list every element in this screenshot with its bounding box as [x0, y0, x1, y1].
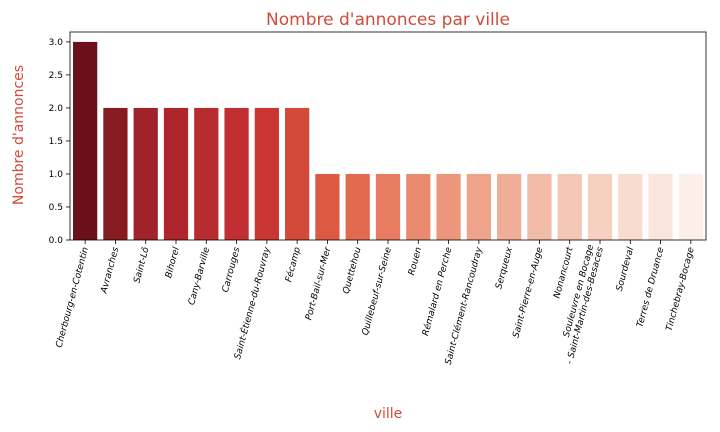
x-tick-label: Nonancourt	[552, 246, 575, 300]
x-tick-label: Avranches	[99, 246, 121, 296]
x-tick-label: Saint-Pierre-en-Auge	[511, 246, 545, 339]
y-tick-label: 1.5	[49, 137, 63, 147]
bar	[466, 173, 491, 240]
x-tick-label: Saint-Lô	[131, 245, 151, 284]
bar	[527, 173, 552, 240]
x-tick-label: Rouen	[407, 246, 424, 277]
bar	[73, 41, 98, 241]
y-tick-label: 2.5	[49, 71, 63, 81]
bar	[103, 107, 128, 240]
bar	[436, 173, 461, 240]
bar	[254, 107, 279, 240]
bar	[557, 173, 582, 240]
x-tick-label: Cherbourg-en-Cotentin	[55, 246, 92, 349]
bar	[648, 173, 673, 240]
y-tick-label: 0.0	[49, 236, 64, 246]
x-tick-label: Fécamp	[283, 246, 303, 284]
x-tick-label: Quettehou	[342, 246, 364, 295]
x-tick-label: Port-Bail-sur-Mer	[304, 245, 333, 321]
x-axis: Cherbourg-en-Cotentin Avranches Saint-Lô Bi…	[55, 240, 697, 366]
bar	[224, 107, 249, 240]
y-axis: 0.0 0.5 1.0 1.5 2.0 2.5 3.0	[49, 38, 70, 246]
x-tick-label: Quillebeuf-sur-Seine	[361, 246, 394, 337]
y-tick-label: 3.0	[49, 38, 64, 48]
x-tick-label: Cany-Barville	[187, 246, 212, 307]
plot-frame	[69, 31, 707, 241]
bar	[285, 107, 310, 240]
y-tick-label: 0.5	[49, 203, 63, 213]
y-tick-label: 1.0	[49, 170, 64, 180]
x-tick-label: Sourdeval	[615, 246, 636, 293]
bar	[133, 107, 158, 240]
bar	[163, 107, 189, 240]
bar	[194, 107, 219, 240]
bar	[497, 173, 522, 240]
bar	[618, 173, 643, 240]
bar	[587, 173, 613, 240]
x-tick-label: Tinchebray-Bocage	[665, 246, 697, 333]
x-tick-label: Carrouges	[221, 246, 243, 294]
y-axis-label: Nombre d'annonces	[11, 65, 27, 205]
chart-title: Nombre d'annonces par ville	[266, 10, 510, 30]
x-axis-label: ville	[374, 406, 403, 422]
x-tick-label: Bihorel	[164, 246, 182, 280]
x-tick-label: Rémalard en Perche	[420, 245, 454, 337]
x-tick-label: Serqueux	[494, 246, 515, 291]
bar	[345, 173, 370, 240]
bars-group	[73, 41, 703, 241]
bar	[375, 173, 401, 240]
bar	[406, 173, 431, 240]
x-tick-label: Terres de Druance	[635, 246, 666, 329]
y-tick-label: 2.0	[49, 104, 64, 114]
bar	[678, 173, 703, 240]
bar	[315, 173, 340, 240]
